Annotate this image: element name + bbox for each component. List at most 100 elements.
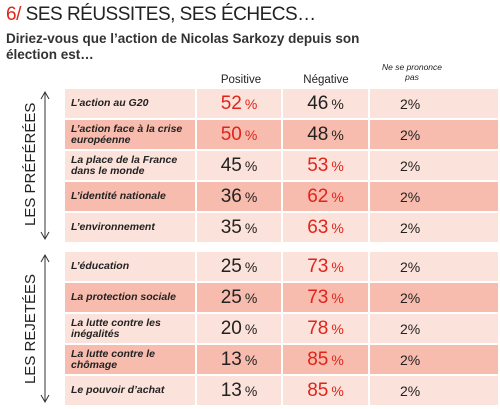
no-opinion-value: 2 (400, 219, 408, 236)
negative-cell: 63% (283, 213, 370, 242)
negative-value: 53 (307, 154, 329, 176)
unit: % (331, 126, 344, 143)
positive-cell: 20% (197, 314, 283, 343)
no-opinion-value: 2 (400, 289, 408, 306)
unit: % (407, 258, 421, 275)
negative-cell: 78% (283, 314, 370, 343)
no-opinion-value: 2 (400, 188, 408, 205)
group-arrow (40, 253, 50, 263)
positive-cell: 50% (197, 120, 283, 149)
positive-cell: 25% (197, 283, 283, 312)
unit: % (244, 219, 258, 236)
column-header: Positive (220, 74, 262, 86)
row-label: La lutte contre les inégalités (65, 314, 197, 343)
unit: % (331, 157, 344, 174)
no-opinion-cell: 2% (370, 376, 500, 405)
negative-value: 73 (307, 286, 329, 308)
negative-cell: 48% (283, 120, 370, 149)
positive-value: 50 (220, 123, 242, 145)
no-opinion-cell: 2% (370, 182, 500, 211)
negative-cell: 73% (283, 252, 370, 281)
positive-value: 13 (220, 379, 242, 401)
unit: % (407, 126, 421, 143)
unit: % (244, 320, 258, 337)
positive-cell: 36% (197, 182, 283, 211)
negative-value: 85 (307, 348, 329, 370)
positive-cell: 35% (197, 213, 283, 242)
unit: % (244, 289, 258, 306)
negative-cell: 73% (283, 283, 370, 312)
unit: % (331, 95, 344, 112)
no-opinion-value: 2 (400, 95, 408, 112)
unit: % (407, 320, 421, 337)
unit: % (331, 320, 344, 337)
negative-cell: 46% (283, 89, 370, 118)
row-label: L’identité nationale (65, 182, 197, 211)
positive-value: 20 (220, 317, 242, 339)
positive-cell: 13% (197, 345, 283, 374)
no-opinion-value: 2 (400, 157, 408, 174)
negative-cell: 62% (283, 182, 370, 211)
title-number: 6/ (6, 4, 21, 25)
column-header: Négative (303, 74, 349, 86)
group-label: LES PRÉFÉRÉES (21, 102, 41, 226)
row-label: L’action face à la crise européenne (65, 120, 197, 149)
unit: % (244, 95, 258, 112)
unit: % (407, 95, 421, 112)
no-opinion-value: 2 (400, 126, 408, 143)
negative-value: 48 (307, 123, 329, 145)
positive-value: 13 (220, 348, 242, 370)
no-opinion-cell: 2% (370, 120, 500, 149)
unit: % (331, 289, 344, 306)
column-header: Ne se prononce pas (382, 62, 443, 82)
positive-value: 35 (220, 216, 242, 238)
negative-value: 46 (307, 92, 329, 114)
positive-value: 25 (220, 286, 242, 308)
positive-value: 36 (220, 185, 242, 207)
group-arrow (40, 231, 50, 241)
title-text: SES RÉUSSITES, SES ÉCHECS… (25, 4, 317, 25)
no-opinion-value: 2 (400, 382, 408, 399)
no-opinion-cell: 2% (370, 213, 500, 242)
group-arrow (40, 90, 50, 100)
negative-value: 73 (307, 255, 329, 277)
unit: % (407, 382, 421, 399)
negative-value: 78 (307, 317, 329, 339)
unit: % (244, 126, 258, 143)
no-opinion-value: 2 (400, 320, 408, 337)
unit: % (244, 382, 258, 399)
unit: % (331, 382, 344, 399)
unit: % (244, 351, 258, 368)
unit: % (331, 351, 344, 368)
negative-value: 85 (307, 379, 329, 401)
negative-cell: 53% (283, 151, 370, 180)
unit: % (407, 289, 421, 306)
row-label: La protection sociale (65, 283, 197, 312)
unit: % (244, 157, 258, 174)
unit: % (407, 351, 421, 368)
group-label: LES REJETÉES (21, 268, 41, 389)
question: Diriez-vous que l’action de Nicolas Sark… (6, 31, 360, 62)
row-label: La lutte contre le chômage (65, 345, 197, 374)
negative-value: 62 (307, 185, 329, 207)
unit: % (244, 258, 258, 275)
row-label: L’action au G20 (65, 89, 197, 118)
group-arrow (40, 394, 50, 404)
unit: % (331, 219, 344, 236)
no-opinion-cell: 2% (370, 89, 500, 118)
positive-value: 52 (220, 92, 242, 114)
unit: % (407, 157, 421, 174)
negative-cell: 85% (283, 345, 370, 374)
no-opinion-value: 2 (400, 351, 408, 368)
row-label: L’éducation (65, 252, 197, 281)
no-opinion-value: 2 (400, 258, 408, 275)
unit: % (331, 188, 344, 205)
no-opinion-cell: 2% (370, 151, 500, 180)
positive-cell: 45% (197, 151, 283, 180)
no-opinion-cell: 2% (370, 252, 500, 281)
row-label: Le pouvoir d’achat (65, 376, 197, 405)
negative-cell: 85% (283, 376, 370, 405)
row-label: La place de la France dans le monde (65, 151, 197, 180)
